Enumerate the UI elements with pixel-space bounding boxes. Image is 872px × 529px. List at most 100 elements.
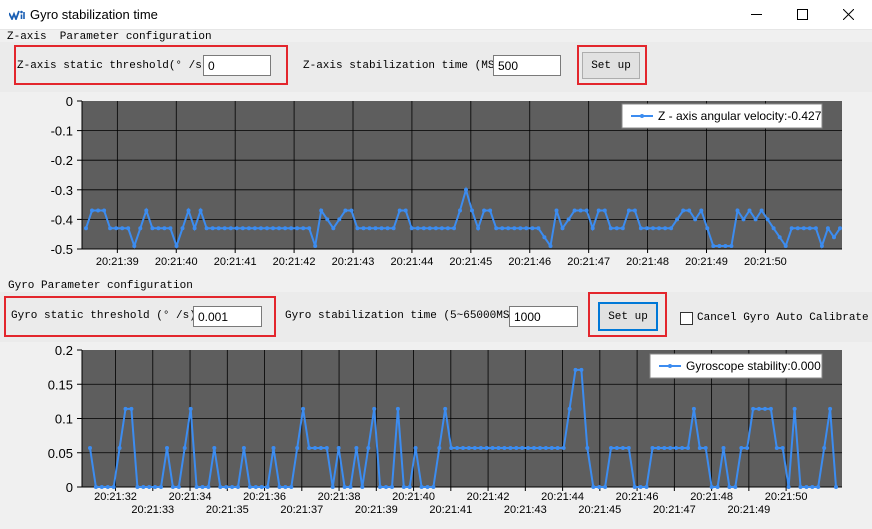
close-button[interactable]: [826, 0, 872, 30]
chart2-data-point: [626, 446, 631, 450]
chart1-data-point: [265, 226, 269, 231]
chart2-data-point: [680, 446, 685, 450]
chart2-data-point: [283, 485, 288, 489]
chart1-data-point: [150, 226, 155, 231]
chart1-data-point: [777, 235, 782, 240]
z-setup-button[interactable]: Set up: [582, 52, 640, 79]
chart2-data-point: [644, 485, 649, 489]
chart2-legend-marker: [668, 364, 672, 368]
chart2-y-tick-label: 0.2: [55, 343, 73, 358]
gyro-setup-button[interactable]: Set up: [598, 302, 658, 331]
chart2-data-point: [271, 446, 276, 450]
z-time-input[interactable]: [493, 55, 561, 76]
chart2-x-tick-label: 20:21:39: [355, 504, 398, 516]
chart2-data-point: [313, 446, 317, 450]
chart2-data-point: [224, 485, 229, 489]
chart2-x-tick-label: 20:21:42: [467, 491, 510, 503]
z-threshold-input[interactable]: [203, 55, 271, 76]
chart2-data-point: [733, 485, 738, 489]
gyro-stability-chart: 0.20.150.10.05020:21:3220:21:3320:21:342…: [48, 343, 842, 516]
maximize-button[interactable]: [780, 0, 826, 30]
chart1-data-point: [222, 226, 227, 231]
maximize-icon: [797, 9, 808, 20]
chart2-data-point: [135, 485, 140, 489]
chart1-data-point: [102, 208, 107, 213]
chart1-data-point: [180, 226, 185, 231]
chart2-data-point: [366, 446, 371, 450]
chart2-data-point: [241, 446, 246, 450]
chart1-data-point: [156, 226, 161, 231]
chart2-y-tick-label: 0.15: [48, 377, 73, 392]
chart1-data-point: [216, 226, 221, 231]
minimize-button[interactable]: [734, 0, 780, 30]
chart1-data-point: [560, 226, 565, 231]
chart2-data-point: [413, 446, 418, 450]
chart2-data-point: [496, 446, 501, 450]
gyro-time-input[interactable]: [509, 306, 578, 327]
chart2-x-tick-label: 20:21:36: [243, 491, 286, 503]
chart1-x-tick-label: 20:21:44: [391, 256, 434, 268]
chart2-data-point: [390, 485, 394, 489]
chart2-data-point: [301, 406, 306, 411]
chart1-data-point: [289, 226, 294, 231]
chart1-data-point: [717, 244, 722, 248]
cancel-calibrate-checkbox[interactable]: [680, 312, 693, 325]
chart1-data-point: [132, 244, 137, 248]
chart2-data-point: [461, 446, 465, 450]
chart2-data-point: [401, 485, 406, 489]
gyro-time-label: Gyro stabilization time (5~65000MS):: [285, 310, 523, 322]
chart2-data-point: [591, 485, 596, 489]
chart2-x-tick-label: 20:21:45: [578, 504, 621, 516]
chart2-data-point: [336, 446, 341, 450]
chart1-data-point: [699, 208, 704, 213]
chart1-data-point: [663, 226, 668, 231]
chart2-data-point: [188, 406, 193, 411]
chart1-data-point: [283, 226, 288, 231]
chart2-data-point: [194, 485, 199, 489]
chart1-data-point: [427, 226, 432, 231]
chart1-y-tick-label: -0.4: [51, 212, 73, 227]
chart2-data-point: [786, 485, 791, 489]
chart1-data-point: [838, 226, 842, 231]
chart2-data-point: [330, 485, 335, 489]
gyro-threshold-input[interactable]: [193, 306, 262, 327]
chart1-data-point: [470, 208, 474, 213]
chart2-data-point: [768, 406, 773, 411]
window-title: Gyro stabilization time: [30, 7, 158, 22]
chart2-x-tick-label: 20:21:50: [765, 491, 808, 503]
chart1-x-tick-label: 20:21:39: [96, 256, 139, 268]
chart2-data-point: [247, 485, 252, 489]
chart1-data-point: [795, 226, 800, 231]
chart2-data-point: [425, 485, 430, 489]
chart1-data-point: [819, 244, 824, 248]
chart1-legend-label: Z - axis angular velocity:-0.427: [658, 109, 822, 123]
chart1-data-point: [331, 226, 336, 231]
chart1-data-point: [512, 226, 517, 231]
chart2-data-point: [111, 485, 116, 489]
chart1-data-point: [439, 226, 444, 231]
chart1-data-point: [186, 208, 191, 213]
chart2-data-point: [141, 485, 146, 489]
chart1-x-tick-label: 20:21:45: [449, 256, 492, 268]
chart2-data-point: [709, 485, 714, 489]
gyro-config-bar: [0, 292, 872, 342]
chart1-data-point: [90, 208, 94, 213]
chart2-x-tick-label: 20:21:33: [131, 504, 174, 516]
chart1-data-point: [518, 226, 523, 231]
chart1-x-tick-label: 20:21:43: [332, 256, 375, 268]
chart1-x-tick-label: 20:21:48: [626, 256, 669, 268]
chart1-data-point: [228, 226, 233, 231]
chart1-data-point: [355, 226, 360, 231]
chart1-data-point: [84, 226, 88, 231]
chart2-data-point: [318, 446, 323, 450]
chart1-data-point: [464, 187, 468, 192]
chart2-x-tick-label: 20:21:37: [280, 504, 323, 516]
cancel-calibrate-label[interactable]: Cancel Gyro Auto Calibrate: [697, 312, 869, 324]
chart1-data-point: [638, 226, 643, 231]
chart1-data-point: [500, 226, 505, 231]
chart2-data-point: [165, 446, 169, 450]
chart2-data-point: [437, 446, 442, 450]
chart2-data-point: [614, 446, 619, 450]
chart2-data-point: [88, 446, 92, 450]
chart1-data-point: [657, 226, 661, 231]
